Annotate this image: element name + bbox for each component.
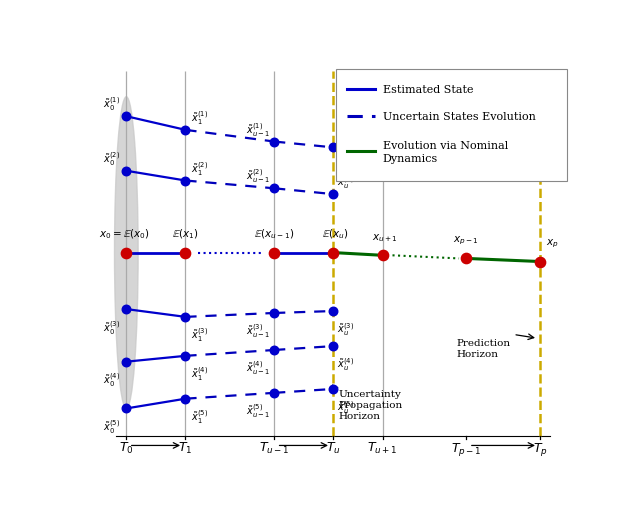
Point [181,127,191,135]
Text: Evolution via Nominal
Dynamics: Evolution via Nominal Dynamics [383,140,508,163]
Point [328,191,338,199]
Point [328,342,338,350]
Text: $\tilde{x}_1^{(2)}$: $\tilde{x}_1^{(2)}$ [191,160,209,177]
Text: $x_{p-1}$: $x_{p-1}$ [453,234,480,246]
Point [536,258,546,266]
Text: $\tilde{x}_1^{(1)}$: $\tilde{x}_1^{(1)}$ [191,109,209,127]
Point [269,389,279,397]
Text: Estimated State: Estimated State [383,85,473,95]
Text: $\tilde{x}_u^{(3)}$: $\tilde{x}_u^{(3)}$ [337,321,354,337]
Point [181,249,191,257]
Point [121,249,132,257]
Point [269,249,279,257]
Text: $x_p$: $x_p$ [546,237,559,249]
Text: $\tilde{x}_u^{(4)}$: $\tilde{x}_u^{(4)}$ [337,356,354,372]
Point [269,309,279,318]
Text: $x_0 = \mathbb{E}(x_0)$: $x_0 = \mathbb{E}(x_0)$ [99,227,150,241]
Point [269,138,279,146]
Text: $\tilde{x}_u^{(2)}$: $\tilde{x}_u^{(2)}$ [337,174,354,190]
Point [378,252,388,260]
Text: $\tilde{x}_0^{(1)}$: $\tilde{x}_0^{(1)}$ [103,95,120,113]
Text: $\tilde{x}_{u-1}^{(5)}$: $\tilde{x}_{u-1}^{(5)}$ [246,401,270,420]
Point [328,144,338,152]
Text: $\tilde{x}_1^{(5)}$: $\tilde{x}_1^{(5)}$ [191,408,209,425]
Text: $T_1$: $T_1$ [178,440,193,456]
Text: $\tilde{x}_{u-1}^{(4)}$: $\tilde{x}_{u-1}^{(4)}$ [246,359,270,377]
Text: $\tilde{x}_1^{(3)}$: $\tilde{x}_1^{(3)}$ [191,326,209,343]
Text: $T_{u+1}$: $T_{u+1}$ [368,440,398,456]
Text: $T_{u-1}$: $T_{u-1}$ [259,440,289,456]
Text: $\tilde{x}_0^{(4)}$: $\tilde{x}_0^{(4)}$ [103,371,120,388]
Point [269,346,279,355]
Point [121,405,132,413]
Point [328,249,338,257]
Text: Uncertainty
Propagation
Horizon: Uncertainty Propagation Horizon [338,389,403,420]
Text: $\tilde{x}_{u-1}^{(1)}$: $\tilde{x}_{u-1}^{(1)}$ [246,121,270,138]
Point [181,177,191,185]
Text: $T_0$: $T_0$ [119,440,134,456]
Text: $\tilde{x}_1^{(4)}$: $\tilde{x}_1^{(4)}$ [191,365,209,382]
Text: Prediction
Horizon: Prediction Horizon [457,339,511,359]
Text: Uncertain States Evolution: Uncertain States Evolution [383,112,536,122]
Text: $\tilde{x}_u^{(5)}$: $\tilde{x}_u^{(5)}$ [337,398,354,415]
Point [121,306,132,314]
Text: $\mathbb{E}(x_{u-1})$: $\mathbb{E}(x_{u-1})$ [254,227,294,241]
Text: $T_{p-1}$: $T_{p-1}$ [451,440,481,458]
Point [181,352,191,360]
Text: $\tilde{x}_{u-1}^{(2)}$: $\tilde{x}_{u-1}^{(2)}$ [246,167,270,185]
Text: $\tilde{x}_0^{(3)}$: $\tilde{x}_0^{(3)}$ [103,318,120,336]
FancyBboxPatch shape [336,70,567,181]
Point [121,113,132,121]
Text: $\tilde{x}_0^{(2)}$: $\tilde{x}_0^{(2)}$ [103,149,120,168]
Point [121,358,132,366]
Ellipse shape [114,97,138,409]
Point [269,185,279,193]
Point [181,313,191,321]
Point [181,395,191,403]
Point [121,167,132,175]
Text: $T_u$: $T_u$ [326,440,341,456]
Point [461,255,471,263]
Text: $x_{u+1}$: $x_{u+1}$ [372,232,398,243]
Text: $\tilde{x}_{u-1}^{(3)}$: $\tilde{x}_{u-1}^{(3)}$ [246,322,270,340]
Text: $\mathbb{E}(x_1)$: $\mathbb{E}(x_1)$ [172,227,199,241]
Point [328,385,338,393]
Text: $\tilde{x}_u^{(1)}$: $\tilde{x}_u^{(1)}$ [337,127,354,143]
Text: $T_p$: $T_p$ [533,440,548,458]
Text: $\mathbb{E}(x_u)$: $\mathbb{E}(x_u)$ [322,227,349,241]
Text: $\tilde{x}_0^{(5)}$: $\tilde{x}_0^{(5)}$ [103,417,120,435]
Point [328,308,338,316]
